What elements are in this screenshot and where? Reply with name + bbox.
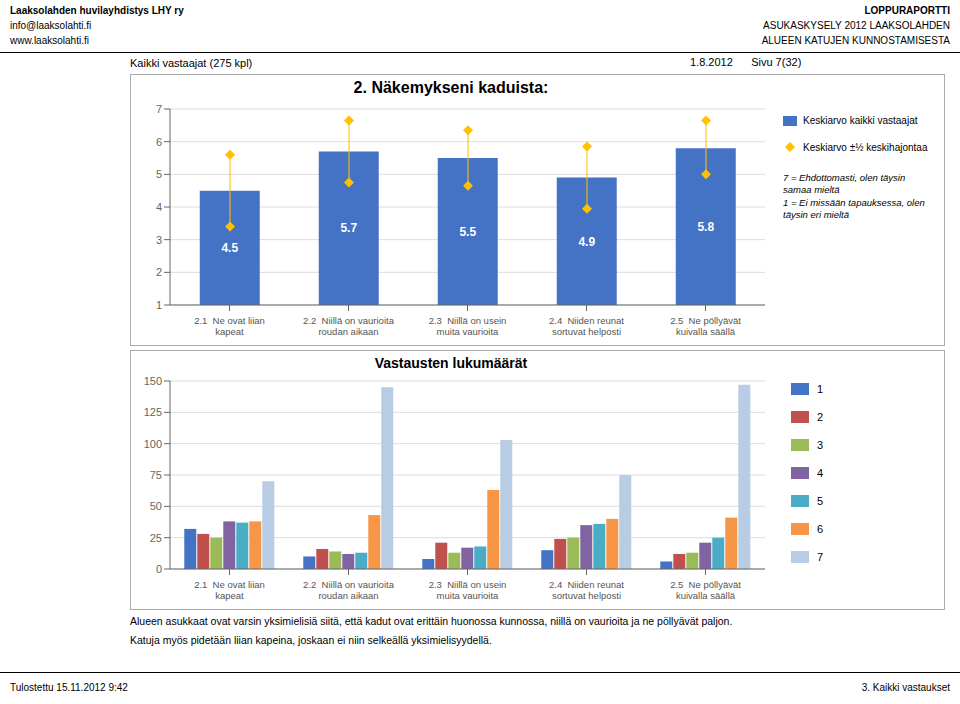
svg-text:3: 3: [156, 234, 162, 246]
svg-text:2.3 Niillä on useinmuita vaur: 2.3 Niillä on useinmuita vaurioita: [429, 315, 507, 337]
html-text:Tulostettu 15.11.2012 9:42: Tulostettu 15.11.2012 9:42: [10, 682, 128, 693]
svg-text:2.5 Ne pöllyävätkuivalla sääl: 2.5 Ne pöllyävätkuivalla säällä: [670, 315, 741, 337]
svg-text:2.2 Niillä on vaurioitaroudan: 2.2 Niillä on vaurioitaroudan aikaan: [303, 315, 395, 337]
html-text:1.8.2012 Sivu 7(32): 1.8.2012 Sivu 7(32): [690, 56, 802, 68]
svg-text:4: 4: [156, 201, 162, 213]
svg-text:6: 6: [156, 136, 162, 148]
html-text:Laaksolahden huvilayhdistys LH: Laaksolahden huvilayhdistys LHY ry: [10, 5, 184, 16]
html-text:www.laaksolahti.fi: www.laaksolahti.fi: [10, 35, 89, 46]
html-text:3. Kaikki vastaukset: 3. Kaikki vastaukset: [861, 682, 950, 693]
html-text:Kaikki vastaajat (275 kpl): Kaikki vastaajat (275 kpl): [130, 57, 253, 69]
html-text:3: 3: [817, 439, 824, 451]
svg-text:2.3 Niillä on useinmuita vaur: 2.3 Niillä on useinmuita vaurioita: [429, 579, 507, 601]
html-text:4: 4: [817, 467, 824, 479]
html-text:6: 6: [817, 523, 824, 535]
html-text:ASUKASKYSELY 2012 LAAKSOLAHDEN: ASUKASKYSELY 2012 LAAKSOLAHDEN: [763, 20, 950, 31]
html-text:Alueen asukkaat ovat varsin yk: Alueen asukkaat ovat varsin yksimielisiä…: [130, 615, 733, 627]
html-text:Katuja myös pidetään liian kap: Katuja myös pidetään liian kapeina, josk…: [130, 634, 492, 646]
svg-text:125: 125: [144, 406, 162, 418]
html-text:Keskiarvo ±½ keskihajontaa: Keskiarvo ±½ keskihajontaa: [803, 141, 928, 153]
svg-text:2.1 Ne ovat liiankapeat: 2.1 Ne ovat liiankapeat: [194, 315, 265, 337]
svg-text:5: 5: [156, 168, 162, 180]
html-text:7 = Ehdottomasti, olen täysin: 7 = Ehdottomasti, olen täysin samaa miel…: [783, 172, 925, 220]
svg-text:2.2 Niillä on vaurioitaroudan: 2.2 Niillä on vaurioitaroudan aikaan: [303, 579, 395, 601]
html-text:Keskiarvo kaikki vastaajat: Keskiarvo kaikki vastaajat: [803, 115, 918, 126]
svg-text:7: 7: [156, 103, 162, 115]
html-text:ALUEEN KATUJEN KUNNOSTAMISESTA: ALUEEN KATUJEN KUNNOSTAMISESTA: [761, 35, 950, 46]
svg-text:2.4 Niiden reunatsortuvat hel: 2.4 Niiden reunatsortuvat helposti: [549, 315, 624, 337]
svg-text:50: 50: [150, 500, 162, 512]
svg-text:75: 75: [150, 469, 162, 481]
svg-text:100: 100: [144, 438, 162, 450]
html-text:2. Näkemykseni kaduista:: 2. Näkemykseni kaduista:: [353, 79, 549, 96]
svg-text:4.5: 4.5: [221, 241, 238, 255]
svg-text:2.1 Ne ovat liiankapeat: 2.1 Ne ovat liiankapeat: [194, 579, 265, 601]
html-text:2: 2: [817, 411, 824, 423]
svg-text:0: 0: [156, 563, 162, 575]
svg-text:2: 2: [156, 266, 162, 278]
svg-text:5.8: 5.8: [697, 220, 714, 234]
svg-text:150: 150: [144, 375, 162, 387]
svg-text:2.5 Ne pöllyävätkuivalla sääl: 2.5 Ne pöllyävätkuivalla säällä: [670, 579, 741, 601]
html-text:Vastausten lukumäärät: Vastausten lukumäärät: [374, 355, 528, 371]
svg-text:5.5: 5.5: [459, 225, 476, 239]
html-text:LOPPURAPORTTI: LOPPURAPORTTI: [864, 5, 950, 16]
svg-text:1: 1: [156, 299, 162, 311]
svg-text:4.9: 4.9: [578, 235, 595, 249]
html-text:5: 5: [817, 495, 824, 507]
html-text:1: 1: [817, 383, 824, 395]
svg-text:2.4 Niiden reunatsortuvat hel: 2.4 Niiden reunatsortuvat helposti: [549, 579, 624, 601]
svg-text:5.7: 5.7: [340, 221, 357, 235]
html-text:7: 7: [817, 551, 824, 563]
html-text:info@laaksolahti.fi: info@laaksolahti.fi: [10, 20, 92, 31]
svg-text:25: 25: [150, 532, 162, 544]
